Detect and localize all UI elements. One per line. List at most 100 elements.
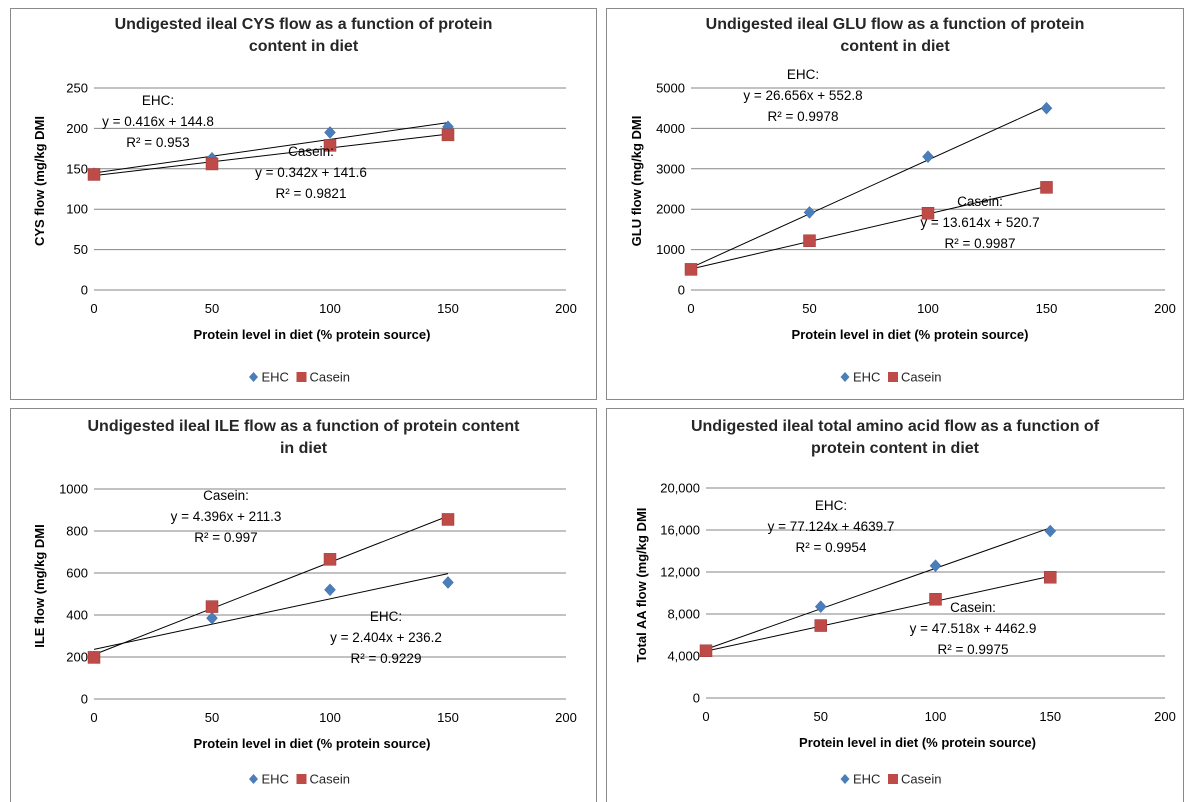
y-tick-label: 400 [66,608,88,623]
ehc-legend-label: EHC [262,772,289,787]
trendline-annotation: R² = 0.9975 [938,642,1009,657]
legend: EHC Casein [840,370,941,385]
trendline-annotation: R² = 0.953 [126,135,189,150]
trendline-annotation: Casein: [950,600,996,615]
x-tick-label: 150 [1036,301,1058,316]
casein-data-point [684,263,698,276]
casein-data-point [441,128,455,142]
chart-title-line: content in diet [249,38,359,55]
y-tick-label: 1000 [656,242,685,257]
casein-legend-marker [888,372,898,382]
y-tick-label: 0 [81,692,88,707]
trendline-annotation: EHC: [787,67,819,82]
x-tick-label: 50 [205,710,219,725]
casein-data-point [323,139,337,152]
casein-legend-label: Casein [901,370,941,385]
casein-trendline [93,133,449,177]
x-tick-label: 50 [814,709,828,724]
ehc-trendline [93,573,449,650]
x-tick-label: 100 [319,301,341,316]
cys-chart-svg: Undigested ileal CYS flow as a function … [32,16,577,385]
chart-title-line: in diet [280,440,328,457]
x-tick-label: 0 [702,709,709,724]
y-tick-label: 0 [678,283,685,298]
casein-trendline [93,515,449,656]
trendline-annotation: y = 77.124x + 4639.7 [768,519,895,534]
chart-title-line: protein content in diet [811,440,980,457]
casein-data-point [1044,571,1057,584]
x-tick-label: 50 [205,301,219,316]
ehc-legend-marker [249,774,258,784]
casein-legend-label: Casein [310,772,350,787]
ehc-data-point [814,600,827,614]
trendline-annotation: R² = 0.9954 [796,540,867,555]
y-tick-label: 50 [74,242,88,257]
x-tick-label: 150 [437,301,459,316]
trendline-annotation: Casein: [288,144,334,159]
ehc-data-point [803,206,816,219]
x-tick-label: 200 [1154,709,1176,724]
ehc-data-point [324,583,336,597]
y-tick-label: 1000 [59,482,88,497]
chart-title-line: content in diet [840,38,950,55]
y-tick-label: 3000 [656,161,685,176]
ehc-legend-label: EHC [262,370,289,385]
trendline-annotation: EHC: [142,93,174,108]
trendline-annotation: EHC: [370,609,402,624]
chart-title-line: Undigested ileal CYS flow as a function … [115,16,493,33]
casein-data-point [699,644,713,657]
ehc-data-point [442,576,454,589]
ehc-legend-marker [840,774,850,784]
casein-data-point [205,157,219,171]
trendline-annotation: y = 0.342x + 141.6 [255,165,367,180]
casein-data-point [803,234,816,247]
casein-legend-label: Casein [310,370,350,385]
casein-data-point [87,651,101,664]
ehc-legend-marker [840,372,850,382]
trendline-annotation: Casein: [203,488,249,503]
y-tick-label: 200 [66,121,88,136]
trendline-annotation: y = 4.396x + 211.3 [171,509,282,524]
legend: EHC Casein [249,370,350,385]
x-tick-label: 50 [802,301,816,316]
trendline-annotation: y = 13.614x + 520.7 [920,215,1039,230]
x-tick-label: 100 [925,709,947,724]
casein-data-point [814,619,827,632]
trendline-annotation: R² = 0.9821 [276,186,347,201]
x-axis-label: Protein level in diet (% protein source) [799,735,1036,750]
trendline-annotation: R² = 0.997 [194,530,257,545]
x-tick-label: 200 [555,710,577,725]
trendline-annotation: R² = 0.9978 [768,109,839,124]
x-tick-label: 150 [437,710,459,725]
casein-data-point [929,593,942,606]
trendline-annotation: y = 0.416x + 144.8 [102,114,214,129]
chart-title-line: Undigested ileal GLU flow as a function … [706,16,1085,33]
y-axis-label: GLU flow (mg/kg DMI [629,116,644,247]
casein-data-point [323,553,337,566]
trendline-annotation: y = 47.518x + 4462.9 [910,621,1037,636]
ehc-data-point [929,559,942,573]
x-tick-label: 0 [90,301,97,316]
y-tick-label: 4000 [656,121,685,136]
y-tick-label: 12,000 [660,565,700,580]
x-tick-label: 200 [555,301,577,316]
legend: EHC Casein [249,772,350,787]
y-tick-label: 16,000 [660,523,700,538]
ehc-trendline [705,527,1051,650]
casein-trendline [690,185,1047,270]
chart-title-line: Undigested ileal ILE flow as a function … [87,418,520,435]
y-tick-label: 0 [693,691,700,706]
y-tick-label: 600 [66,566,88,581]
glu-chart-svg: Undigested ileal GLU flow as a function … [629,16,1176,385]
x-axis-label: Protein level in diet (% protein source) [194,327,431,342]
y-tick-label: 150 [66,161,88,176]
x-tick-label: 100 [917,301,939,316]
ehc-data-point [324,126,336,139]
y-tick-label: 5000 [656,81,685,96]
trendline-annotation: EHC: [815,498,847,513]
total-aa-chart-svg: Undigested ileal total amino acid flow a… [634,418,1176,787]
casein-data-point [1040,181,1053,194]
ehc-data-point [206,611,218,625]
ehc-legend-marker [249,372,258,382]
x-tick-label: 0 [687,301,694,316]
